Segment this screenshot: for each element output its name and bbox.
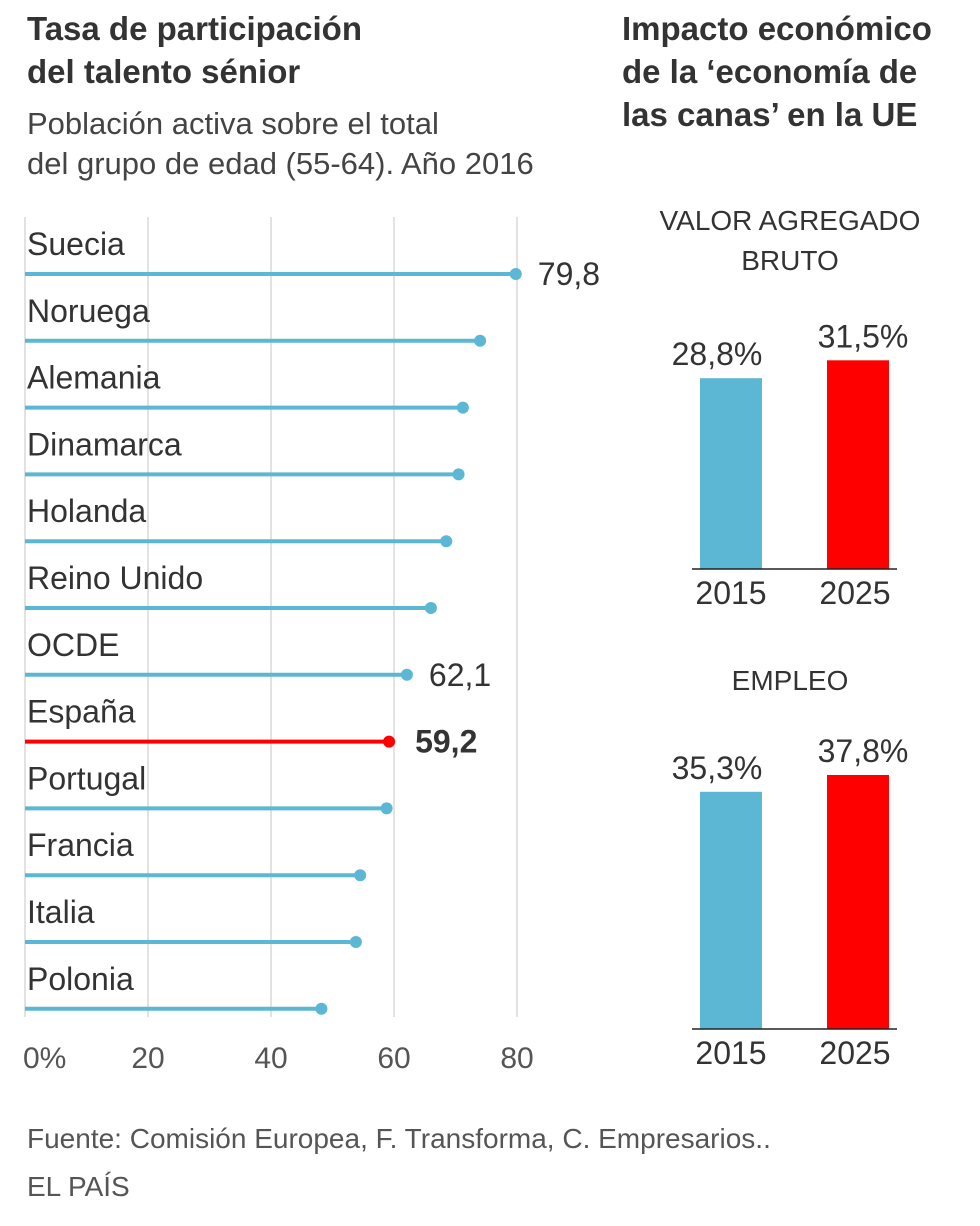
category-label: Holanda bbox=[27, 493, 146, 529]
x-tick-label: 60 bbox=[377, 1042, 410, 1075]
bar-end-dot-4 bbox=[440, 535, 453, 548]
panel-value-label: 37,8% bbox=[818, 733, 909, 769]
x-tick-label: 80 bbox=[500, 1042, 533, 1075]
category-label: Francia bbox=[27, 827, 134, 863]
left-title-line-2: del talento sénior bbox=[27, 53, 301, 90]
bar-end-dot-6 bbox=[400, 668, 413, 681]
panel-title: BRUTO bbox=[741, 245, 839, 276]
left-title-line-1: Tasa de participación bbox=[27, 10, 362, 47]
category-label: Portugal bbox=[27, 760, 146, 796]
x-tick-label: 40 bbox=[254, 1042, 287, 1075]
x-tick-label: 20 bbox=[131, 1042, 164, 1075]
panel-category-label: 2015 bbox=[695, 1035, 766, 1071]
bar-end-dot-5 bbox=[424, 602, 437, 614]
panel-category-label: 2015 bbox=[695, 575, 766, 611]
category-label: España bbox=[27, 694, 136, 730]
bar-end-dot-11 bbox=[315, 1002, 328, 1015]
x-tick-label: 0% bbox=[23, 1042, 66, 1075]
value-label: 62,1 bbox=[429, 657, 491, 693]
bar-end-dot-8 bbox=[380, 802, 393, 815]
category-label: Italia bbox=[27, 894, 95, 930]
panel-bar-1-1 bbox=[827, 775, 889, 1029]
right-title-line-2: de la ‘economía de bbox=[622, 53, 918, 90]
value-label: 59,2 bbox=[415, 724, 477, 760]
bar-end-dot-1 bbox=[474, 334, 487, 347]
panel-bar-0-0 bbox=[700, 378, 762, 569]
bar-end-dot-2 bbox=[456, 401, 469, 414]
category-label: Suecia bbox=[27, 226, 125, 262]
category-label: OCDE bbox=[27, 627, 119, 663]
right-panel-title: Impacto económico de la ‘economía de las… bbox=[622, 7, 932, 136]
panel-value-label: 31,5% bbox=[818, 318, 909, 354]
category-label: Noruega bbox=[27, 293, 150, 329]
category-label: Reino Unido bbox=[27, 560, 203, 596]
right-title-line-1: Impacto económico bbox=[622, 10, 932, 47]
category-label: Dinamarca bbox=[27, 426, 182, 462]
source-note: Fuente: Comisión Europea, F. Transforma,… bbox=[27, 1123, 771, 1154]
bar-end-dot-10 bbox=[349, 936, 362, 948]
panel-bar-1-0 bbox=[700, 791, 762, 1029]
left-chart-subtitle: Población activa sobre el total del grup… bbox=[27, 104, 534, 184]
panel-value-label: 35,3% bbox=[672, 750, 763, 786]
panel-category-label: 2025 bbox=[819, 1035, 890, 1071]
left-subtitle-line-1: Población activa sobre el total bbox=[27, 106, 439, 141]
bar-end-dot-0 bbox=[509, 268, 522, 280]
left-subtitle-line-2: del grupo de edad (55-64). Año 2016 bbox=[27, 146, 534, 181]
brand-label: EL PAÍS bbox=[27, 1171, 130, 1202]
panel-value-label: 28,8% bbox=[672, 336, 763, 372]
category-label: Polonia bbox=[27, 961, 134, 997]
bar-end-dot-3 bbox=[452, 468, 465, 481]
panel-category-label: 2025 bbox=[819, 575, 890, 611]
panel-title: EMPLEO bbox=[732, 665, 849, 696]
panel-title: VALOR AGREGADO bbox=[660, 205, 921, 236]
charts-svg: 0% 20 40 60 80 Suecia 79,8 Noruega Alemania Dinam… bbox=[23, 205, 921, 1075]
bar-end-dot-7 bbox=[383, 735, 396, 748]
right-title-line-3: las canas’ en la UE bbox=[622, 96, 918, 133]
panel-bar-0-1 bbox=[827, 360, 889, 569]
value-label: 79,8 bbox=[538, 256, 600, 292]
left-chart-title: Tasa de participación del talento sénior bbox=[27, 7, 362, 93]
category-label: Alemania bbox=[27, 360, 161, 396]
bar-end-dot-9 bbox=[354, 869, 367, 882]
